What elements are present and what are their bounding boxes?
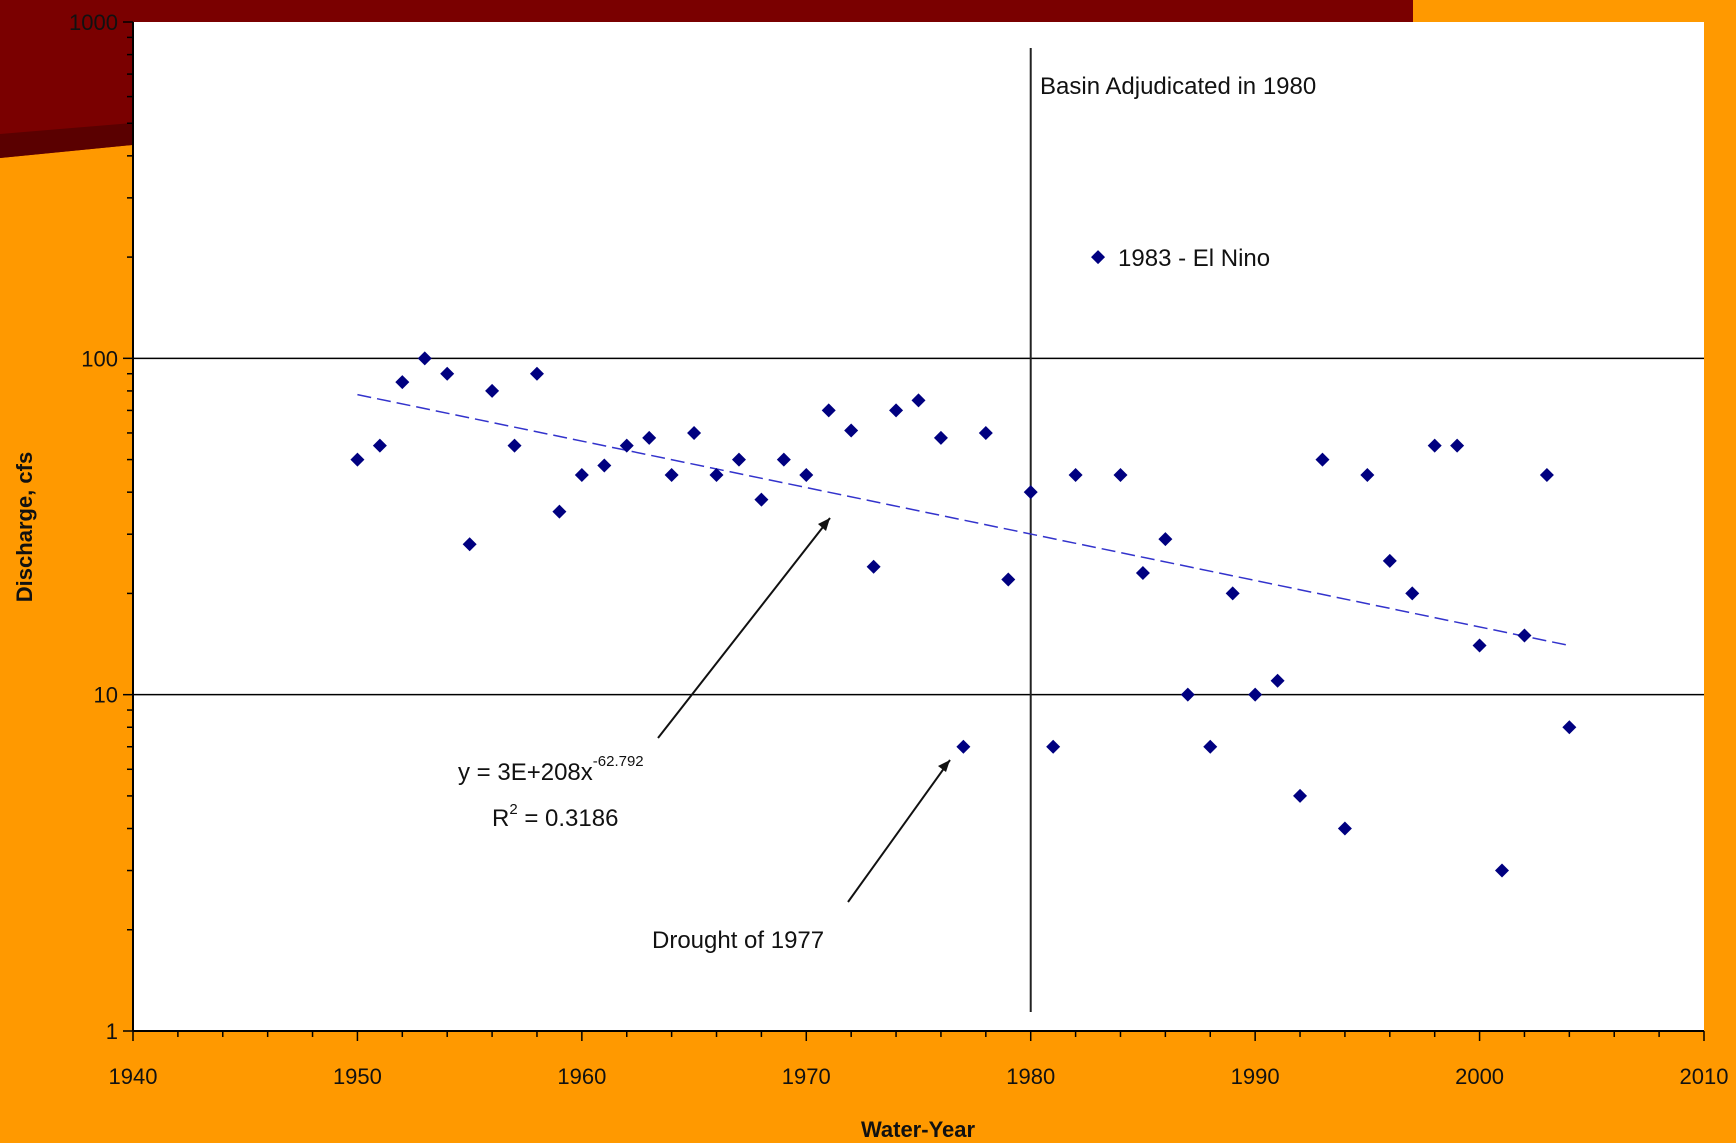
data-point — [372, 438, 387, 453]
drought-label: Drought of 1977 — [652, 927, 824, 954]
data-point — [1046, 739, 1061, 754]
data-point — [350, 452, 365, 467]
data-point — [1293, 788, 1308, 803]
y-axis-tick-labels: 1 10 100 1000 — [69, 10, 118, 1044]
data-point — [1472, 638, 1487, 653]
data-point — [1562, 720, 1577, 735]
trend-equation: y = 3E+208x-62.792 R2 = 0.3186 — [458, 753, 644, 832]
el-nino-marker — [1091, 250, 1106, 265]
data-point — [462, 537, 477, 552]
data-point — [395, 375, 410, 390]
equation-arrow — [657, 517, 831, 739]
data-point — [844, 423, 859, 438]
data-point — [1248, 687, 1263, 702]
axes — [123, 21, 1705, 1041]
trend-equation-text: y = 3E+208x-62.792 — [458, 753, 644, 786]
y-tick-label: 10 — [94, 683, 118, 708]
data-point — [1337, 821, 1352, 836]
data-point — [889, 403, 904, 418]
y-axis-title: Discharge, cfs — [12, 452, 37, 602]
equation-arrowhead — [818, 518, 830, 531]
data-point — [485, 383, 500, 398]
x-tick-label: 1970 — [782, 1064, 831, 1089]
data-point — [1495, 863, 1510, 878]
data-point — [1203, 739, 1218, 754]
data-point — [1315, 452, 1330, 467]
data-point — [821, 403, 836, 418]
basin-adjudicated-label: Basin Adjudicated in 1980 — [1040, 73, 1316, 100]
data-point — [687, 425, 702, 440]
data-point — [1158, 532, 1173, 547]
data-point — [1135, 566, 1150, 581]
x-tick-label: 2010 — [1680, 1064, 1729, 1089]
data-point — [417, 351, 432, 366]
y-tick-label: 1000 — [69, 10, 118, 35]
data-point — [597, 458, 612, 473]
data-point — [1517, 628, 1532, 643]
data-point — [911, 393, 926, 408]
data-point — [1270, 673, 1285, 688]
data-point — [1180, 687, 1195, 702]
y-tick-label: 1 — [106, 1019, 118, 1044]
data-point — [1360, 467, 1375, 482]
y-tick-label: 100 — [81, 346, 118, 371]
data-point — [933, 430, 948, 445]
data-point — [1068, 467, 1083, 482]
data-point — [1450, 438, 1465, 453]
data-point — [754, 492, 769, 507]
data-point — [776, 452, 791, 467]
drought-arrow — [847, 759, 951, 903]
gridlines — [133, 357, 1704, 696]
data-point — [664, 467, 679, 482]
data-point — [1405, 586, 1420, 601]
x-tick-label: 1990 — [1231, 1064, 1280, 1089]
x-axis-tick-labels: 1940 1950 1960 1970 1980 1990 2000 2010 — [109, 1064, 1729, 1089]
trendline — [357, 393, 1570, 647]
data-point — [956, 739, 971, 754]
data-point — [1427, 438, 1442, 453]
trendline-path — [357, 393, 1570, 647]
data-point — [507, 438, 522, 453]
data-point — [1113, 467, 1128, 482]
data-point — [574, 467, 589, 482]
data-point — [731, 452, 746, 467]
drought-arrowhead — [938, 760, 950, 772]
data-point — [619, 438, 634, 453]
data-points — [350, 351, 1577, 878]
el-nino-label: 1983 - El Nino — [1118, 245, 1270, 272]
plot-area — [132, 22, 1704, 1032]
data-point — [1225, 586, 1240, 601]
data-point — [642, 430, 657, 445]
el-nino-annotation: 1983 - El Nino — [1091, 245, 1270, 272]
x-tick-label: 2000 — [1455, 1064, 1504, 1089]
data-point — [552, 504, 567, 519]
x-tick-label: 1980 — [1006, 1064, 1055, 1089]
data-point — [866, 559, 881, 574]
trend-r2-text: R2 = 0.3186 — [492, 801, 618, 832]
annotation-arrows — [657, 517, 951, 903]
data-point — [709, 467, 724, 482]
x-tick-label: 1950 — [333, 1064, 382, 1089]
x-tick-label: 1940 — [109, 1064, 158, 1089]
x-axis-title: Water-Year — [861, 1117, 976, 1142]
x-tick-label: 1960 — [557, 1064, 606, 1089]
data-point — [799, 467, 814, 482]
data-point — [1539, 467, 1554, 482]
data-point — [440, 366, 455, 381]
data-point — [529, 366, 544, 381]
data-point — [978, 425, 993, 440]
data-point — [1023, 485, 1038, 500]
data-point — [1382, 553, 1397, 568]
data-point — [1001, 572, 1016, 587]
